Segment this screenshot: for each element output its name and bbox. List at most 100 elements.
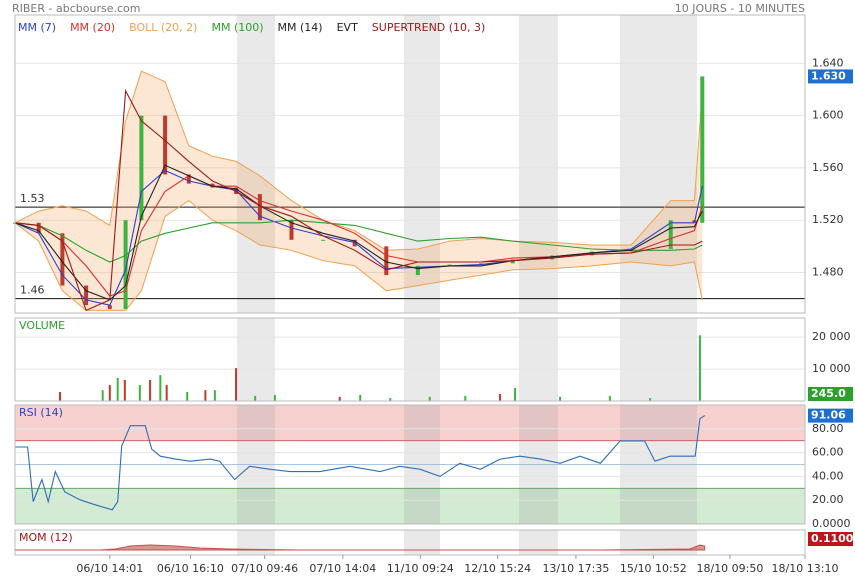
candle (84, 285, 89, 306)
last-value-label: 245.0 (811, 387, 846, 400)
volume-bar (204, 390, 207, 401)
candle (415, 265, 420, 276)
y-tick-label: 40.00 (812, 469, 844, 482)
volume-bar (389, 398, 392, 401)
legend-entry: MM (14) (278, 21, 323, 34)
x-tick-label: 15/10 10:52 (620, 562, 687, 575)
panel-frame (14, 404, 806, 525)
y-tick-label: 1.640 (812, 56, 844, 69)
volume-bar (123, 379, 126, 401)
candle (123, 220, 128, 310)
last-value-badge (808, 69, 853, 84)
x-tick-label: 18/10 09:50 (696, 562, 763, 575)
panel-bg (15, 15, 805, 313)
x-tick-label: 11/10 09:24 (387, 562, 454, 575)
x-tick-label: 06/10 14:01 (76, 562, 143, 575)
panel-title: RSI (14) (19, 406, 63, 419)
day-band (519, 318, 558, 401)
day-band (237, 530, 275, 555)
y-tick-label: 10 000 (812, 362, 851, 375)
indicator-line (14, 164, 703, 301)
zone (15, 405, 805, 441)
volume-bar (698, 335, 701, 401)
volume-bar (499, 393, 502, 401)
volume-bar (514, 387, 517, 401)
panel-frame (14, 14, 806, 314)
last-value-badge (808, 408, 853, 423)
legend-entry: MM (7) (18, 21, 56, 34)
day-band (519, 530, 558, 555)
candle (589, 251, 594, 256)
candle (510, 259, 515, 264)
chart-subtitle: 10 JOURS - 10 MINUTES (675, 2, 805, 15)
panel-bg (15, 530, 805, 555)
candle (289, 220, 294, 240)
y-tick-label: 20 000 (812, 330, 851, 343)
indicator-line (14, 88, 703, 312)
panel-frame (14, 317, 806, 402)
panel-title: MOM (12) (19, 531, 73, 544)
day-band (404, 318, 440, 401)
candle (139, 115, 144, 221)
zone (15, 488, 805, 524)
candle (700, 76, 705, 223)
legend-entry: MM (100) (211, 21, 263, 34)
x-tick-label: 07/10 09:46 (231, 562, 298, 575)
x-tick-label: 12/10 15:24 (464, 562, 531, 575)
y-tick-label: 1.480 (812, 265, 844, 278)
volume-bar (559, 396, 562, 401)
bollinger-line (14, 199, 703, 311)
y-tick-label: 20.00 (812, 493, 844, 506)
y-tick-label: 80.00 (812, 422, 844, 435)
volume-bar (213, 390, 216, 401)
legend-entry: SUPERTREND (10, 3) (372, 21, 486, 34)
volume-bar (101, 390, 104, 401)
candle (60, 233, 65, 286)
volume-bar (59, 392, 62, 401)
volume-bar (608, 395, 611, 401)
panel-frame (14, 529, 806, 556)
candle (257, 194, 262, 221)
x-tick-label: 07/10 14:04 (309, 562, 376, 575)
day-band (404, 15, 440, 313)
level-label: 1.53 (20, 192, 45, 205)
day-band (620, 318, 697, 401)
last-value-label: 1.630 (811, 69, 846, 82)
candle (36, 222, 41, 234)
legend-entry: MM (20) (70, 21, 115, 34)
y-tick-label: 1.520 (812, 213, 844, 226)
panel-bg (15, 318, 805, 401)
candle (384, 246, 389, 276)
volume-bar (149, 379, 152, 401)
bollinger-band (15, 71, 703, 311)
day-band (620, 15, 697, 313)
volume-bar (464, 395, 467, 401)
volume-bar (138, 385, 141, 401)
candle (550, 255, 555, 260)
volume-bar (186, 392, 189, 401)
level-label: 1.46 (20, 284, 45, 297)
mom-area (15, 544, 706, 551)
day-band (237, 318, 275, 401)
candle (479, 263, 484, 265)
day-band (620, 530, 697, 555)
day-band (237, 15, 275, 313)
candle (210, 183, 215, 188)
chart-title: RIBER - abcbourse.com (12, 2, 140, 15)
x-tick-label: 13/10 17:35 (542, 562, 609, 575)
volume-bar (159, 375, 162, 401)
volume-bar (116, 378, 119, 401)
x-tick-label: 06/10 16:10 (157, 562, 224, 575)
y-tick-label: 1.600 (812, 109, 844, 122)
x-tick-label: 18/10 13:10 (772, 562, 839, 575)
volume-bar (338, 396, 341, 401)
candle (321, 239, 326, 241)
y-tick-label: 60.00 (812, 446, 844, 459)
volume-bar (165, 385, 168, 401)
candle (163, 115, 168, 175)
volume-bar (359, 394, 362, 401)
panel-title: VOLUME (19, 319, 65, 332)
candle (107, 305, 112, 310)
